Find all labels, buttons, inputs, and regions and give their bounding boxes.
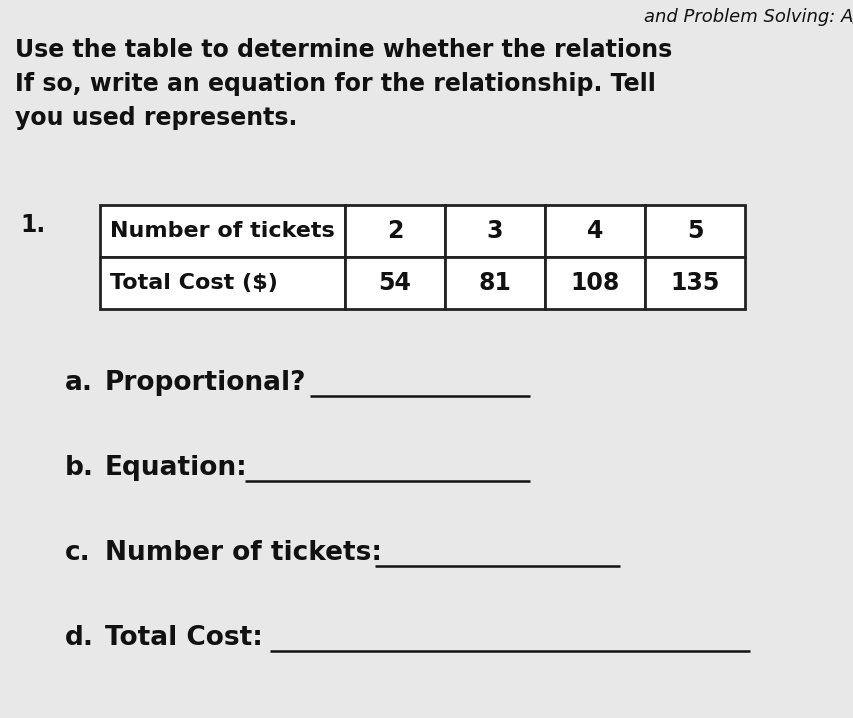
Bar	[444, 205, 544, 257]
Text: Total Cost:: Total Cost:	[105, 625, 263, 651]
Bar	[644, 257, 744, 309]
Text: 54: 54	[378, 271, 411, 295]
Text: b.: b.	[65, 455, 94, 481]
Text: you used represents.: you used represents.	[15, 106, 297, 130]
Text: Proportional?: Proportional?	[105, 370, 306, 396]
Text: Number of tickets:: Number of tickets:	[105, 540, 381, 566]
Text: Number of tickets: Number of tickets	[110, 221, 334, 241]
Text: If so, write an equation for the relationship. Tell: If so, write an equation for the relatio…	[15, 72, 655, 96]
Text: 3: 3	[486, 219, 502, 243]
Text: 1.: 1.	[20, 213, 45, 237]
Text: 108: 108	[570, 271, 619, 295]
Text: 5: 5	[686, 219, 702, 243]
Text: Equation:: Equation:	[105, 455, 247, 481]
Text: a.: a.	[65, 370, 93, 396]
Text: 2: 2	[386, 219, 403, 243]
Bar	[644, 205, 744, 257]
Bar	[100, 205, 345, 257]
Bar	[544, 257, 644, 309]
Bar	[444, 257, 544, 309]
Text: Total Cost ($): Total Cost ($)	[110, 273, 277, 293]
Bar	[345, 257, 444, 309]
Bar	[544, 205, 644, 257]
Text: c.: c.	[65, 540, 90, 566]
Bar	[100, 257, 345, 309]
Text: 135: 135	[670, 271, 719, 295]
Text: and Problem Solving: A/: and Problem Solving: A/	[644, 8, 853, 26]
Text: d.: d.	[65, 625, 94, 651]
Text: 4: 4	[586, 219, 602, 243]
Bar	[345, 205, 444, 257]
Text: 81: 81	[478, 271, 511, 295]
Text: Use the table to determine whether the relations: Use the table to determine whether the r…	[15, 38, 671, 62]
